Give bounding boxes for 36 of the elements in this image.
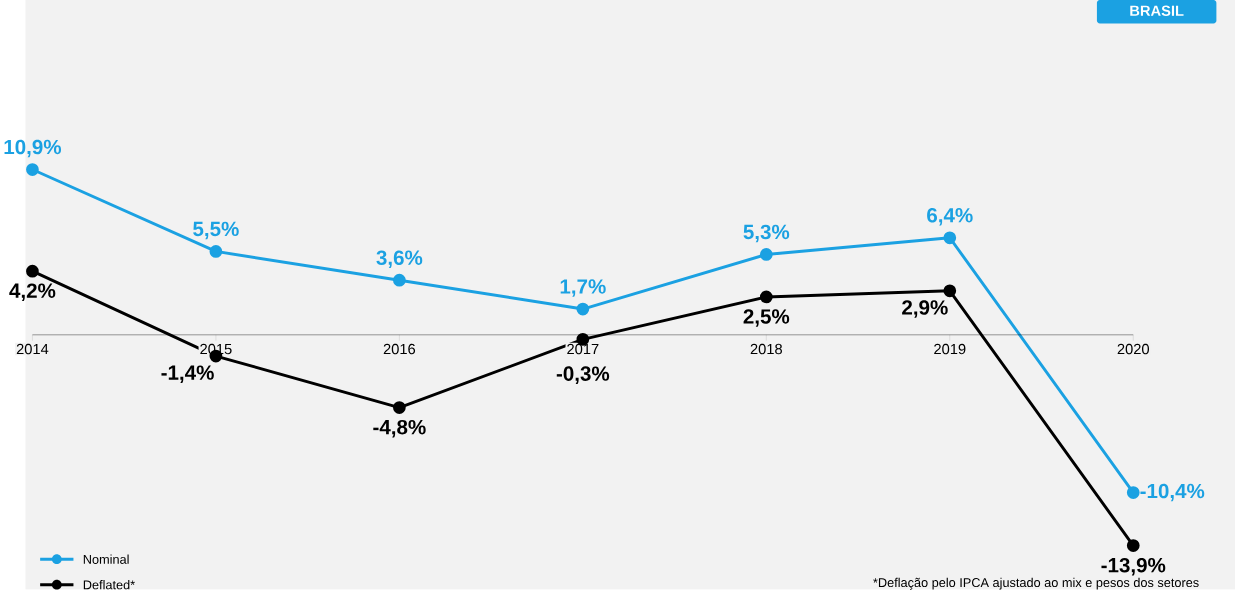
data-label: -1,4% xyxy=(161,365,214,383)
x-tick-label: 2019 xyxy=(934,343,966,355)
data-label: -4,8% xyxy=(373,419,426,438)
data-label: 1,7% xyxy=(560,279,606,297)
point xyxy=(1126,486,1140,499)
data-label: 10,9% xyxy=(4,139,62,158)
point xyxy=(576,302,590,316)
point xyxy=(1126,539,1140,553)
data-label: 2,9% xyxy=(902,300,948,318)
legend-label: Nominal xyxy=(83,554,129,564)
data-label: -0,3% xyxy=(556,366,610,384)
text: *Deflação pelo IPCA ajustado ao mix e pesos dos setores xyxy=(873,577,1199,590)
point xyxy=(26,264,39,278)
point xyxy=(943,231,957,245)
x-tick-label: 2016 xyxy=(383,343,416,355)
data-label: 4,2% xyxy=(9,283,56,301)
data-label: 2,5% xyxy=(743,309,790,327)
point xyxy=(393,401,406,415)
data-label: 5,3% xyxy=(743,224,790,243)
legend-label: Deflated* xyxy=(83,580,135,590)
x-tick-label: 2018 xyxy=(750,343,782,355)
x-tick-label: 2014 xyxy=(16,343,49,355)
point xyxy=(26,163,39,176)
point xyxy=(393,273,406,287)
data-label: -10,4% xyxy=(1140,483,1205,502)
data-label: 5,5% xyxy=(193,221,239,240)
text: BRASIL xyxy=(1130,5,1184,16)
point xyxy=(209,245,223,258)
point xyxy=(943,284,957,298)
data-label: -13,9% xyxy=(1101,557,1166,576)
x-tick-label: 2017 xyxy=(567,343,599,355)
data-label: 3,6% xyxy=(376,250,423,268)
point xyxy=(759,290,773,304)
data-label: 6,4% xyxy=(927,207,973,226)
x-tick-label: 2020 xyxy=(1117,343,1150,355)
point xyxy=(759,248,773,261)
